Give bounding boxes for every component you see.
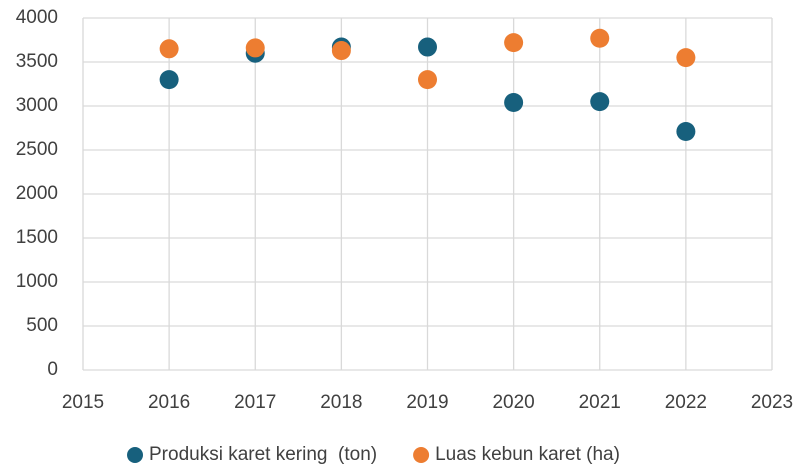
x-tick-label: 2017 [234,392,276,413]
legend-label: Produksi karet kering (ton) [149,444,377,465]
x-tick-label: 2015 [62,392,104,413]
y-tick-label: 2000 [16,183,58,204]
y-tick-label: 1500 [16,227,58,248]
y-tick-label: 0 [47,359,58,380]
legend-label: Luas kebun karet (ha) [435,444,620,465]
point [159,39,179,59]
point [159,70,179,90]
point [590,92,610,112]
y-tick-label: 1000 [16,271,58,292]
point [676,122,696,142]
x-tick-label: 2019 [406,392,448,413]
point [590,28,610,48]
x-tick-label: 2023 [751,392,793,413]
point [504,33,524,53]
y-tick-label: 2500 [16,139,58,160]
x-tick-label: 2018 [320,392,362,413]
y-tick-label: 500 [26,315,58,336]
x-tick-label: 2020 [492,392,534,413]
point [245,38,265,58]
y-tick-label: 3000 [16,95,58,116]
point [331,41,351,61]
point [676,48,696,68]
x-tick-label: 2022 [665,392,707,413]
legend-marker [413,447,430,463]
legend-marker [127,447,143,463]
x-tick-label: 2016 [148,392,190,413]
point [418,37,437,57]
point [504,92,524,112]
y-tick-label: 4000 [16,7,58,28]
x-tick-label: 2021 [579,392,621,413]
point [418,70,437,90]
y-tick-label: 3500 [16,51,58,72]
